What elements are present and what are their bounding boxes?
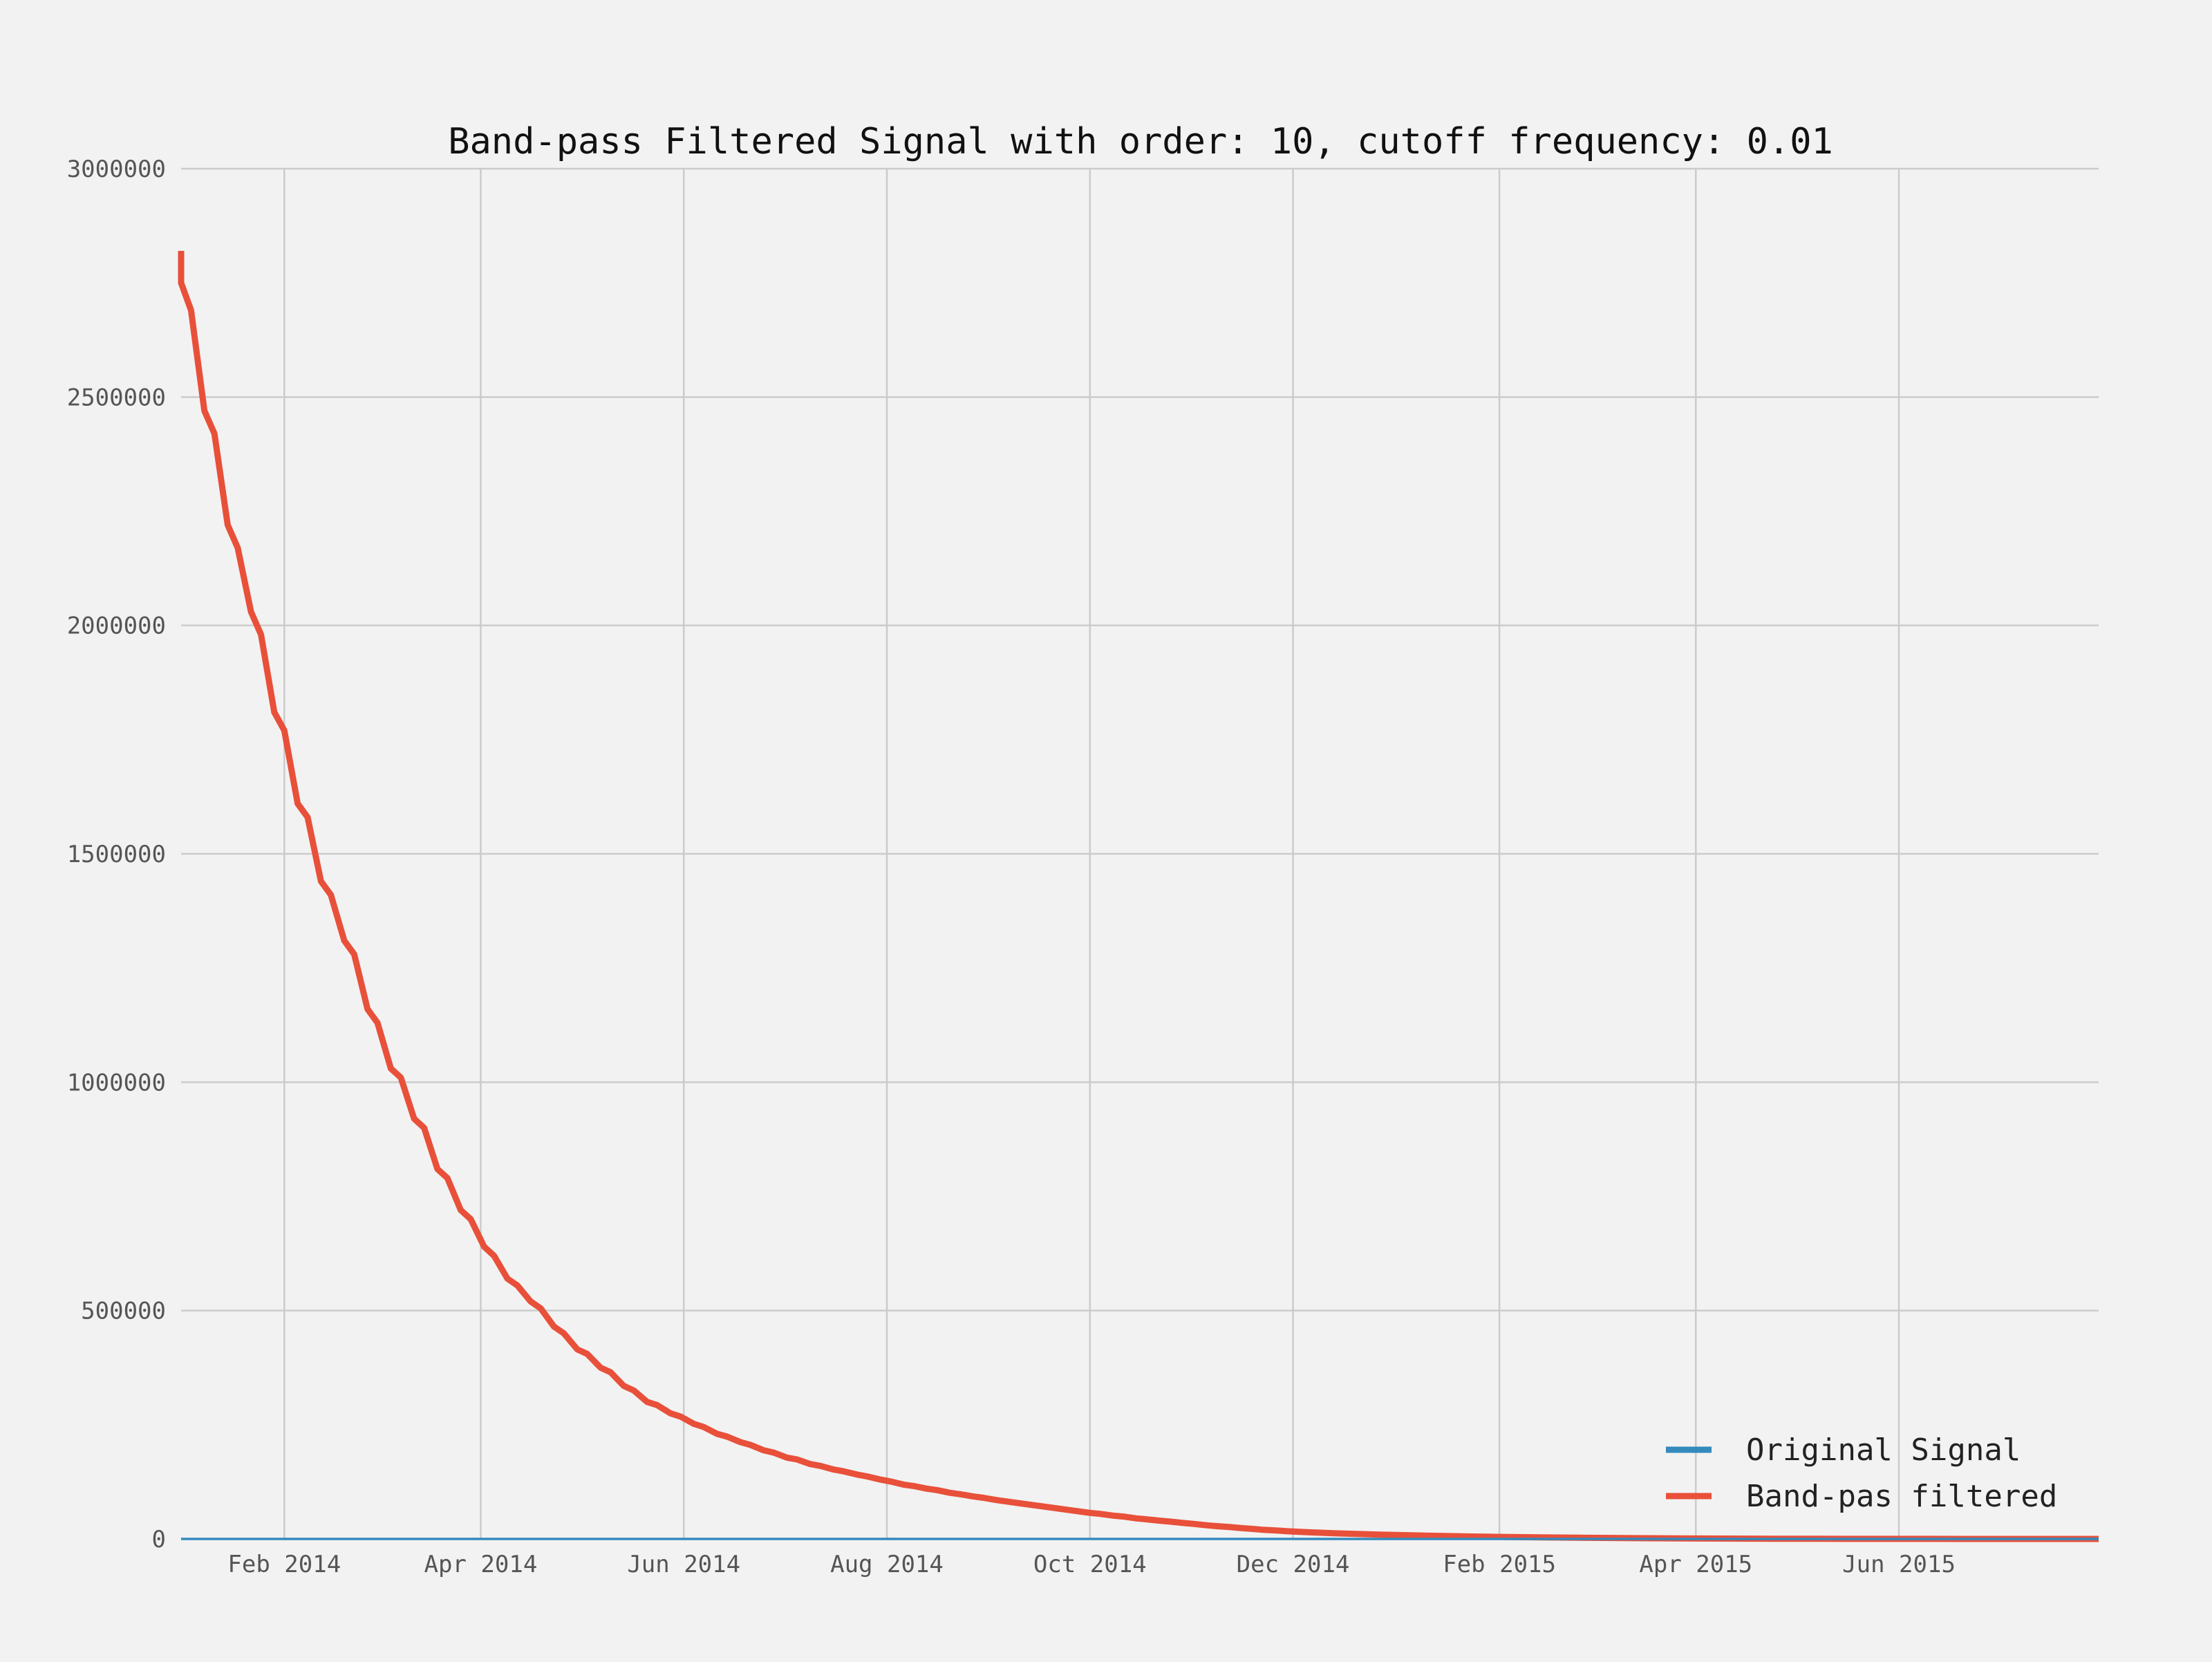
y-tick-label: 1500000 (67, 841, 166, 868)
chart-title: Band-pass Filtered Signal with order: 10… (448, 121, 1833, 162)
gridlines (181, 167, 2099, 1539)
x-tick-label: Jun 2014 (627, 1551, 740, 1578)
y-tick-label: 2500000 (67, 384, 166, 411)
x-tick-label: Apr 2015 (1639, 1551, 1752, 1578)
legend[interactable]: Original Signal Band-pas filtered (1666, 1432, 2057, 1514)
x-tick-label: Feb 2015 (1443, 1551, 1556, 1578)
series-line-band-pas-filtered (178, 250, 2099, 1542)
y-axis-tick-labels: 0 500000 1000000 1500000 2000000 2500000 30000… (67, 156, 166, 1553)
x-tick-label: Oct 2014 (1033, 1551, 1147, 1578)
x-tick-label: Feb 2014 (227, 1551, 341, 1578)
y-tick-label: 0 (152, 1526, 166, 1553)
x-axis-tick-labels: Feb 2014 Apr 2014 Jun 2014 Aug 2014 Oct 2014… (227, 1551, 1956, 1578)
legend-label: Band-pas filtered (1746, 1479, 2057, 1514)
y-tick-label: 3000000 (67, 156, 166, 183)
y-tick-label: 1000000 (67, 1069, 166, 1096)
y-tick-label: 2000000 (67, 613, 166, 640)
x-tick-label: Aug 2014 (830, 1551, 944, 1578)
x-tick-label: Apr 2014 (424, 1551, 538, 1578)
x-tick-label: Dec 2014 (1237, 1551, 1350, 1578)
plot-area (178, 250, 2099, 1542)
y-tick-label: 500000 (81, 1298, 166, 1325)
x-tick-label: Jun 2015 (1842, 1551, 1956, 1578)
legend-label: Original Signal (1746, 1432, 2021, 1468)
